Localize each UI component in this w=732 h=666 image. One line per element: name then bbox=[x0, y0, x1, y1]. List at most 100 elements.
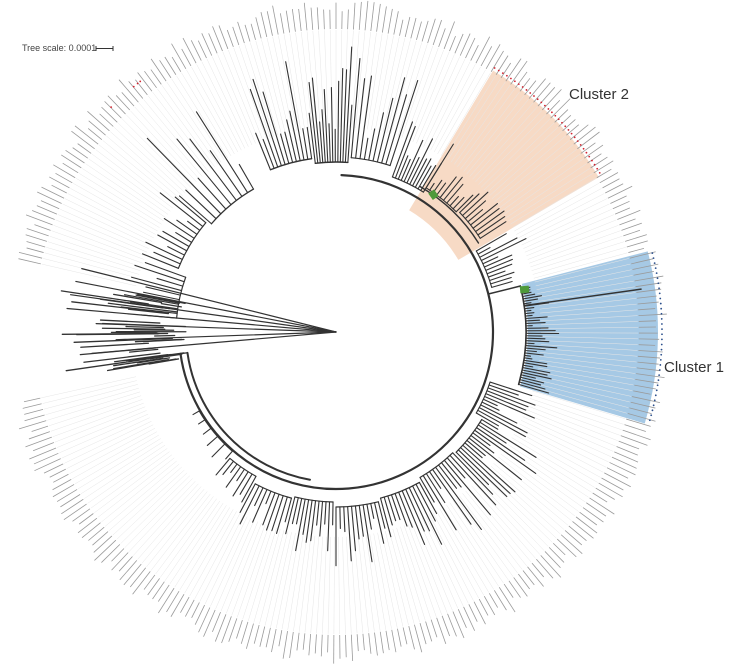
tip-label bbox=[49, 468, 66, 478]
leaf-guide-line bbox=[132, 483, 199, 556]
tip-label bbox=[443, 21, 455, 50]
leaf-branch bbox=[142, 253, 179, 269]
leaf-branch bbox=[479, 421, 537, 458]
cluster-2-marker bbox=[536, 98, 539, 101]
tip-label bbox=[245, 623, 254, 649]
tip-label bbox=[72, 147, 89, 159]
leaf-branch bbox=[417, 165, 432, 190]
leaf-guide-line bbox=[90, 451, 170, 509]
leaf-guide-line bbox=[157, 88, 215, 167]
tip-label bbox=[208, 33, 218, 54]
leaf-branch bbox=[262, 91, 286, 166]
leaf-branch bbox=[137, 293, 186, 305]
leaf-branch bbox=[306, 126, 313, 160]
leaf-guide-line bbox=[423, 58, 466, 147]
leaf-guide-line bbox=[499, 149, 577, 209]
tip-label bbox=[92, 531, 109, 546]
tip-label bbox=[310, 7, 314, 30]
leaf-guide-line bbox=[351, 30, 360, 128]
leaf-branch bbox=[134, 264, 185, 283]
leaf-guide-line bbox=[408, 49, 444, 141]
cluster-2-marker bbox=[596, 167, 599, 170]
leaf-guide-line bbox=[475, 110, 542, 182]
leaf-branch bbox=[241, 475, 257, 503]
tip-label bbox=[626, 418, 651, 427]
leaf-branch bbox=[316, 500, 320, 526]
clade-connector bbox=[350, 157, 391, 167]
tip-label bbox=[182, 37, 197, 64]
leaf-branch bbox=[128, 348, 159, 353]
cluster-1-marker bbox=[656, 277, 659, 280]
leaf-guide-line bbox=[191, 66, 239, 153]
tip-label bbox=[536, 559, 554, 579]
leaf-guide-line bbox=[483, 122, 555, 191]
leaf-branch bbox=[120, 306, 178, 314]
tip-label bbox=[414, 624, 423, 653]
tip-label bbox=[60, 494, 81, 508]
leaf-branch bbox=[124, 294, 179, 305]
tip-label bbox=[408, 626, 415, 650]
leaf-branch bbox=[239, 473, 253, 495]
leaf-guide-line bbox=[54, 406, 146, 443]
leaf-guide-line bbox=[322, 536, 327, 634]
leaf-branch bbox=[366, 503, 372, 530]
cluster-1-marker bbox=[659, 302, 662, 305]
leaf-branch bbox=[262, 138, 275, 169]
leaf-branch bbox=[209, 150, 243, 197]
tip-label bbox=[316, 7, 319, 30]
tip-label bbox=[638, 308, 656, 311]
leaf-guide-line bbox=[510, 173, 594, 225]
leaf-guide-line bbox=[519, 423, 607, 468]
leaf-branch bbox=[284, 497, 293, 523]
leaf-guide-line bbox=[382, 37, 406, 133]
leaf-branch bbox=[467, 209, 484, 223]
tip-label bbox=[171, 43, 187, 70]
leaf-branch bbox=[487, 387, 536, 406]
tip-label bbox=[404, 16, 411, 38]
leaf-guide-line bbox=[102, 140, 178, 203]
leaf-branch bbox=[477, 409, 526, 438]
cluster-marker-dots bbox=[110, 67, 663, 422]
leaf-guide-line bbox=[498, 456, 576, 517]
leaf-guide-line bbox=[539, 352, 637, 363]
tip-label bbox=[123, 563, 142, 586]
tip-label bbox=[623, 229, 641, 237]
leaf-guide-line bbox=[146, 491, 208, 568]
tip-label bbox=[314, 634, 317, 654]
tip-label bbox=[34, 224, 51, 231]
leaf-guide-line bbox=[411, 522, 448, 613]
tip-label bbox=[72, 508, 91, 522]
leaf-guide-line bbox=[306, 31, 317, 128]
leaf-guide-line bbox=[524, 412, 614, 452]
leaf-guide-line bbox=[222, 51, 260, 143]
leaf-guide-line bbox=[310, 536, 320, 633]
leaf-branch bbox=[140, 314, 178, 319]
leaf-guide-line bbox=[449, 502, 504, 584]
clade-connector bbox=[335, 501, 379, 508]
leaf-guide-line bbox=[101, 460, 177, 523]
leaf-branch bbox=[439, 176, 457, 199]
cluster-2-marker bbox=[582, 147, 585, 150]
leaf-branch bbox=[211, 443, 226, 458]
leaf-guide-line bbox=[407, 523, 442, 615]
leaf-guide-line bbox=[346, 536, 352, 634]
cluster-1-marker bbox=[658, 292, 661, 295]
tip-label bbox=[632, 263, 659, 270]
leaf-guide-line bbox=[155, 496, 214, 575]
leaf-guide-line bbox=[43, 384, 138, 410]
leaf-guide-line bbox=[45, 387, 139, 415]
tip-label bbox=[485, 44, 501, 70]
leaf-guide-line bbox=[78, 173, 162, 225]
tip-label bbox=[77, 517, 98, 534]
tip-label bbox=[157, 584, 170, 602]
tip-label bbox=[633, 270, 655, 276]
leaf-branch bbox=[323, 89, 329, 163]
leaf-guide-line bbox=[52, 402, 144, 438]
leaf-guide-line bbox=[164, 500, 221, 582]
cluster-1-marker bbox=[651, 409, 654, 412]
leaf-guide-line bbox=[276, 532, 296, 629]
leaf-branch bbox=[324, 501, 327, 525]
leaf-branch bbox=[477, 216, 506, 236]
leaf-guide-line bbox=[534, 383, 629, 408]
leaf-guide-line bbox=[211, 56, 253, 146]
